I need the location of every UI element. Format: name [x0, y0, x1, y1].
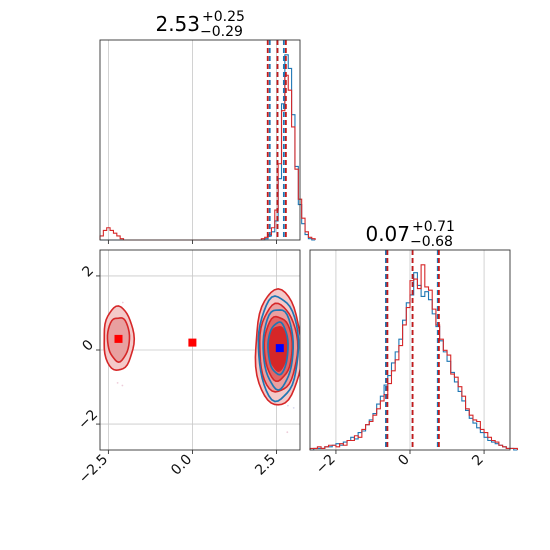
param1-quantile-lines	[266, 40, 287, 240]
param2-histogram-panel: −2 0 2 0.07 +0.71 −0.68	[309, 219, 518, 477]
joint-x-tick-label: 2.5	[252, 452, 279, 479]
param2-histogram-series	[309, 264, 518, 451]
red-marker	[114, 334, 123, 343]
joint-y-tick-label: 0	[79, 337, 97, 355]
param1-title-median: 2.53	[155, 12, 200, 36]
sample-point	[121, 384, 124, 387]
joint-y-tick-label: 2	[79, 263, 97, 281]
joint-x-tick-label: −2.5	[76, 452, 111, 487]
sample-point	[116, 382, 119, 384]
param2-quantile-lines	[385, 250, 440, 450]
blue-contour-level	[267, 321, 289, 376]
param1-histogram-frame	[99, 39, 301, 241]
blue-contour-level	[262, 309, 295, 392]
joint-x-tick-label: 0.0	[168, 452, 195, 479]
param2-x-tick-label: 0	[395, 452, 413, 470]
red-marker	[188, 338, 197, 347]
joint-markers	[114, 334, 284, 353]
sample-point	[121, 301, 124, 304]
param1-title-minus: −0.29	[200, 24, 243, 40]
param1-title-plus: +0.25	[202, 9, 245, 25]
blue-contour-level	[257, 295, 300, 403]
sample-point	[292, 407, 295, 409]
param1-histogram-panel: 2.53 +0.25 −0.29	[99, 9, 316, 244]
joint-contour-panel: −2.5 0.0 2.5 −2 0 2	[75, 249, 301, 487]
sample-point	[286, 431, 289, 434]
param1-histogram-background	[100, 40, 300, 240]
param2-title-minus: −0.68	[410, 234, 453, 250]
param2-x-tick-label: 2	[469, 452, 487, 470]
joint-y-tick-label: −2	[75, 407, 101, 433]
param2-title-median: 0.07	[365, 222, 410, 246]
param1-histogram-ticks	[107, 240, 277, 244]
param1-histogram-grid	[108, 40, 277, 240]
param2-histogram-ticks: −2 0 2	[313, 450, 487, 477]
blue-marker	[275, 344, 284, 353]
param2-title-plus: +0.71	[412, 219, 455, 235]
param2-x-tick-label: −2	[313, 452, 339, 478]
red-param2-histogram-line	[309, 264, 518, 450]
sample-point	[287, 404, 289, 407]
